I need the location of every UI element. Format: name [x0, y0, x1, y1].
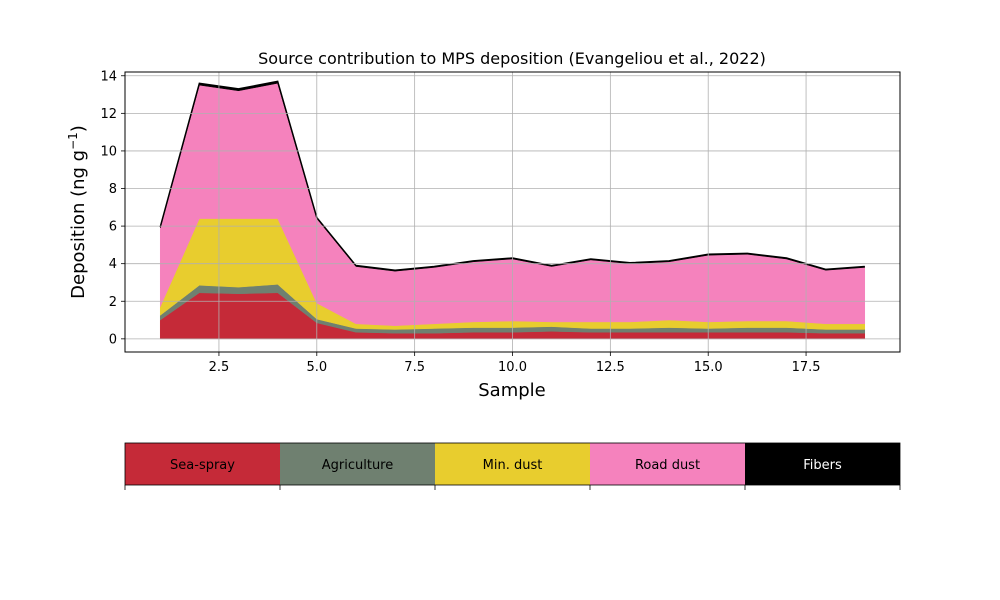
x-tick-label: 12.5: [596, 360, 625, 375]
legend-swatch-fibers: [745, 443, 900, 485]
y-tick-label: 0: [109, 332, 117, 347]
y-tick-label: 10: [100, 144, 117, 159]
plot-area: 2.5 5.0 7.5 10.0 12.5 15.0 17.5 0 2 4 6 8 10 12 14: [100, 69, 901, 375]
x-tick-label: 7.5: [404, 360, 425, 375]
legend-swatch-agriculture: [280, 443, 435, 485]
legend-label-min-dust: Min. dust: [483, 458, 543, 473]
y-tick-label: 12: [100, 107, 117, 122]
legend-colorbar: Sea-spray Agriculture Min. dust Road dust Fi…: [124, 442, 901, 490]
y-axis-title-suffix: ): [68, 125, 89, 132]
legend-label-agriculture: Agriculture: [322, 458, 394, 473]
x-axis-title: Sample: [478, 380, 546, 401]
x-tick-label: 15.0: [694, 360, 723, 375]
x-tick-label: 10.0: [498, 360, 527, 375]
legend-label-fibers: Fibers: [803, 458, 842, 473]
legend-label-sea-spray: Sea-spray: [170, 458, 235, 473]
y-axis-title-superscript: −1: [66, 132, 80, 150]
chart-title: Source contribution to MPS deposition (E…: [258, 49, 766, 68]
y-axis-title-main: Deposition (ng g: [68, 150, 89, 299]
y-axis-title: Deposition (ng g−1): [66, 125, 89, 299]
legend-label-road-dust: Road dust: [635, 458, 700, 473]
y-tick-label: 4: [109, 257, 117, 272]
legend-swatch-min-dust: [435, 443, 590, 485]
y-tick-label: 14: [100, 69, 117, 84]
x-tick-label: 5.0: [306, 360, 327, 375]
y-tick-label: 8: [109, 182, 117, 197]
y-tick-label: 6: [109, 220, 117, 235]
y-tick-label: 2: [109, 295, 117, 310]
legend-frame: [124, 442, 901, 486]
legend-swatch-road-dust: [590, 443, 745, 485]
legend-swatch-sea-spray: [125, 443, 280, 485]
x-tick-label: 2.5: [209, 360, 230, 375]
x-tick-label: 17.5: [792, 360, 821, 375]
